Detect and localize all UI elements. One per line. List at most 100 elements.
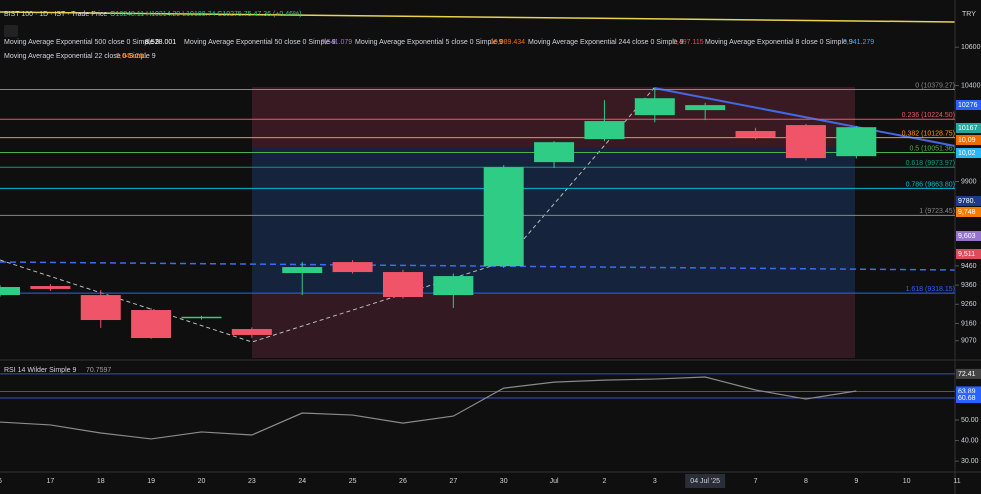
candle-body (584, 121, 625, 140)
y-tick-label: 10600 (961, 44, 981, 51)
candle-body (534, 142, 575, 163)
y-tick-label: 10400 (961, 82, 981, 89)
x-tick-label: 23 (248, 478, 256, 485)
candle-body (785, 125, 826, 159)
price-tag (956, 148, 981, 158)
y-tick-label: 9460 (961, 263, 977, 270)
x-tick-label: 7 (754, 478, 758, 485)
x-tick-label: 26 (399, 478, 407, 485)
x-tick-label: 17 (46, 478, 54, 485)
trend-line (0, 261, 956, 271)
candle-body (131, 310, 172, 339)
price-tag (956, 196, 981, 206)
price-tag (956, 249, 981, 259)
y-tick-label: 9900 (961, 178, 977, 185)
y-tick-label: 40.00 (961, 437, 979, 444)
indicator-value: 9,497.115 (673, 39, 704, 46)
indicator-value: 8,528.001 (145, 39, 176, 46)
candle-body (735, 131, 776, 138)
rsi-value: 70.7597 (86, 367, 111, 374)
indicator-name: Moving Average Exponential 244 close 0 S… (528, 39, 684, 46)
price-tag (956, 135, 981, 145)
x-tick-label: Jul (550, 478, 559, 485)
y-tick-label: 9360 (961, 282, 977, 289)
price-tag-label: 9,511 (958, 251, 975, 258)
fib-label: 1.618 (9318.15) (906, 286, 955, 293)
price-tag (956, 231, 981, 241)
y-tick-label: 9160 (961, 320, 977, 327)
trend-line (653, 87, 956, 147)
collapse-button[interactable] (4, 25, 18, 37)
x-tick-label: 27 (449, 478, 457, 485)
y-tick-label: 50.00 (961, 417, 979, 424)
x-tick-label: 24 (298, 478, 306, 485)
indicator-value: 9,640.261 (116, 53, 147, 60)
y-tick-label: 9260 (961, 301, 977, 308)
indicator-value: 10,089.434 (490, 39, 525, 46)
price-tag-label: 10,02 (958, 150, 976, 157)
candle-body (836, 127, 877, 157)
value-tag (956, 368, 981, 379)
candle-body (282, 267, 323, 274)
candle-body (181, 316, 222, 319)
indicator-name: Moving Average Exponential 22 close 0 Si… (4, 53, 156, 60)
indicator-name: Moving Average Exponential 500 close 0 S… (4, 39, 160, 46)
trend-line (0, 11, 956, 23)
fib-label: 1 (9723.45) (919, 208, 955, 215)
currency: TRY (962, 11, 976, 18)
value-tag-label: 63.89 (958, 388, 976, 395)
price-tag-label: 10276 (958, 102, 978, 109)
price-tag (956, 123, 981, 133)
x-tick-label: 30 (500, 478, 508, 485)
price-tag-label: 9,748 (958, 209, 976, 216)
x-tick-label: 18 (97, 478, 105, 485)
price-tag-label: 9,603 (958, 233, 976, 240)
zigzag (0, 87, 655, 343)
x-tick-label: 6 (0, 478, 2, 485)
ohlc: O10248.11 H10314.29 L10188.74 C10275.75 … (110, 11, 302, 18)
x-tick-label: 8 (804, 478, 808, 485)
fib-label: 0.5 (10051.36) (909, 145, 955, 152)
fib-label: 0.382 (10128.75) (902, 130, 955, 137)
fib-label: 0 (10379.27) (915, 82, 955, 89)
price-tag-label: 10167 (958, 125, 978, 132)
candle-body (231, 329, 272, 335)
symbol: BIST 100 · 1D · IST · Trade Price (4, 11, 107, 18)
indicator-name: Moving Average Exponential 5 close 0 Sim… (355, 39, 503, 46)
rsi-title: RSI 14 Wilder Simple 9 (4, 367, 76, 374)
candle-body (483, 167, 524, 267)
x-tick-label: 04 Jul '25 (690, 478, 720, 485)
y-tick-label: 9070 (961, 338, 977, 345)
candle-body (433, 276, 474, 296)
indicator-value: 9,541.079 (321, 39, 352, 46)
value-tag (956, 393, 981, 404)
candle-body (634, 98, 675, 116)
fib-zone (252, 293, 855, 358)
value-tag-label: 60.68 (958, 395, 976, 402)
crosshair-label (685, 474, 726, 488)
indicator-name: Moving Average Exponential 50 close 0 Si… (184, 39, 336, 46)
value-tag-label: 72.41 (958, 371, 976, 378)
x-tick-label: 20 (198, 478, 206, 485)
y-tick-label: 30.00 (961, 458, 979, 465)
indicator-name: Moving Average Exponential 8 close 0 Sim… (705, 39, 853, 46)
x-tick-label: 11 (953, 478, 960, 485)
x-tick-label: 25 (349, 478, 357, 485)
candle-body (685, 105, 726, 111)
candle-body (0, 287, 20, 296)
candle-body (30, 286, 71, 289)
x-tick-label: 2 (602, 478, 606, 485)
x-tick-label: 9 (854, 478, 858, 485)
price-tag (956, 207, 981, 217)
rsi-line (0, 376, 857, 440)
value-tag (956, 386, 981, 397)
candle-body (382, 272, 423, 297)
x-tick-label: 19 (147, 478, 155, 485)
price-tag-label: 9780. (958, 198, 976, 205)
x-tick-label: 3 (653, 478, 657, 485)
candle-body (80, 295, 121, 321)
price-tag (956, 100, 981, 110)
price-tag-label: 10,09 (958, 137, 976, 144)
fib-label: 0.236 (10224.50) (902, 112, 955, 119)
